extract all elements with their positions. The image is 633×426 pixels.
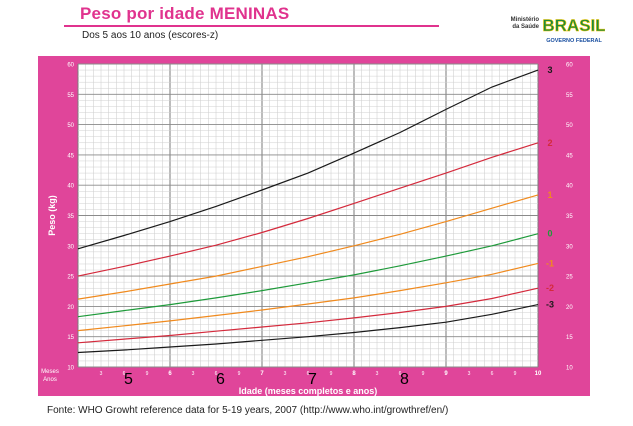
x-month-tick-label: 3 xyxy=(284,371,287,377)
x-month-tick-label: 3 xyxy=(100,371,103,377)
series-label-z0: 0 xyxy=(547,229,552,239)
x-month-tick-label: 9 xyxy=(514,371,517,377)
x-year-tick-label: 10 xyxy=(535,371,542,377)
series-line-z2 xyxy=(77,142,539,277)
y-tick-label-right: 45 xyxy=(566,153,573,159)
y-tick-label-left: 10 xyxy=(67,366,74,372)
y-tick-label-left: 45 xyxy=(67,153,74,159)
x-month-tick-label: 6 xyxy=(215,371,218,377)
x-month-tick-label: 9 xyxy=(238,371,241,377)
x-month-tick-label: 3 xyxy=(376,371,379,377)
y-tick-label-right: 10 xyxy=(566,366,573,372)
series-line-z0 xyxy=(77,233,539,318)
y-tick-label-left: 55 xyxy=(67,93,74,99)
brasil-logo: BRASIL GOVERNO FEDERAL xyxy=(543,12,605,46)
x-month-tick-label: 6 xyxy=(491,371,494,377)
y-tick-label-left: 25 xyxy=(67,275,74,281)
corner-label-years: Anos xyxy=(43,377,57,383)
x-month-tick-label: 6 xyxy=(399,371,402,377)
chart-frame: 10 10 15 15 20 20 25 25 30 30 35 35 40 40 45 45 50 50 55 55… xyxy=(38,56,590,396)
series-label-z3: 3 xyxy=(547,65,552,75)
y-tick-label-left: 15 xyxy=(67,335,74,341)
x-year-tick-label: 8 xyxy=(352,371,356,377)
ministry-line2: da Saúde xyxy=(512,24,539,30)
corner-label-months: Meses xyxy=(41,369,59,375)
y-tick-label-right: 40 xyxy=(566,184,573,190)
ministry-logo: Ministério da Saúde BRASIL GOVERNO FEDER… xyxy=(505,12,605,46)
x-month-tick-label: 3 xyxy=(192,371,195,377)
y-tick-label-right: 55 xyxy=(566,93,573,99)
x-year-tick-label: 7 xyxy=(260,371,264,377)
series-line-z1 xyxy=(77,194,539,300)
x-axis-title: Idade (meses completos e anos) xyxy=(239,386,378,396)
series-label-z-1: -1 xyxy=(546,258,554,268)
svg-text:6: 6 xyxy=(216,371,225,388)
series-label-z2: 2 xyxy=(547,138,552,148)
y-tick-label-right: 50 xyxy=(566,123,573,129)
x-year-tick-label: 6 xyxy=(168,371,172,377)
x-year-tick-label: 9 xyxy=(444,371,448,377)
x-month-tick-label: 9 xyxy=(146,371,149,377)
y-tick-label-left: 35 xyxy=(67,214,74,220)
page-title: Peso por idade MENINAS xyxy=(80,4,290,23)
y-tick-label-left: 30 xyxy=(67,244,74,250)
svg-text:7: 7 xyxy=(308,371,317,388)
series-line-z3 xyxy=(77,69,539,250)
y-tick-label-right: 60 xyxy=(566,63,573,69)
y-tick-label-right: 20 xyxy=(566,305,573,311)
ministry-label: Ministério da Saúde xyxy=(505,17,539,31)
y-tick-label-right: 35 xyxy=(566,214,573,220)
source-footer: Fonte: WHO Growht reference data for 5-1… xyxy=(47,405,449,416)
y-tick-label-left: 60 xyxy=(67,63,74,69)
x-month-tick-label: 9 xyxy=(422,371,425,377)
x-month-tick-label: 3 xyxy=(468,371,471,377)
x-month-tick-label: 9 xyxy=(330,371,333,377)
series-line-z-2 xyxy=(77,287,539,344)
x-month-tick-label: 6 xyxy=(123,371,126,377)
series-line-z-3 xyxy=(77,304,539,354)
ministry-line1: Ministério xyxy=(510,17,539,23)
y-axis-title: Peso (kg) xyxy=(47,195,57,236)
title-rule xyxy=(64,25,439,27)
y-tick-label-right: 15 xyxy=(566,335,573,341)
svg-text:8: 8 xyxy=(400,371,409,388)
brasil-logo-wordmark: BRASIL xyxy=(543,16,605,35)
series-label-z-2: -2 xyxy=(546,283,554,293)
y-tick-label-left: 40 xyxy=(67,184,74,190)
series-line-z-1 xyxy=(77,262,539,332)
brasil-logo-tagline: GOVERNO FEDERAL xyxy=(546,38,602,44)
y-tick-label-right: 25 xyxy=(566,275,573,281)
series-label-z-3: -3 xyxy=(546,300,554,310)
series-label-z1: 1 xyxy=(547,190,552,200)
svg-text:5: 5 xyxy=(124,371,133,388)
y-tick-label-left: 50 xyxy=(67,123,74,129)
y-tick-label-left: 20 xyxy=(67,305,74,311)
page-subtitle: Dos 5 aos 10 anos (escores-z) xyxy=(82,30,219,41)
y-tick-label-right: 30 xyxy=(566,244,573,250)
x-month-tick-label: 6 xyxy=(307,371,310,377)
